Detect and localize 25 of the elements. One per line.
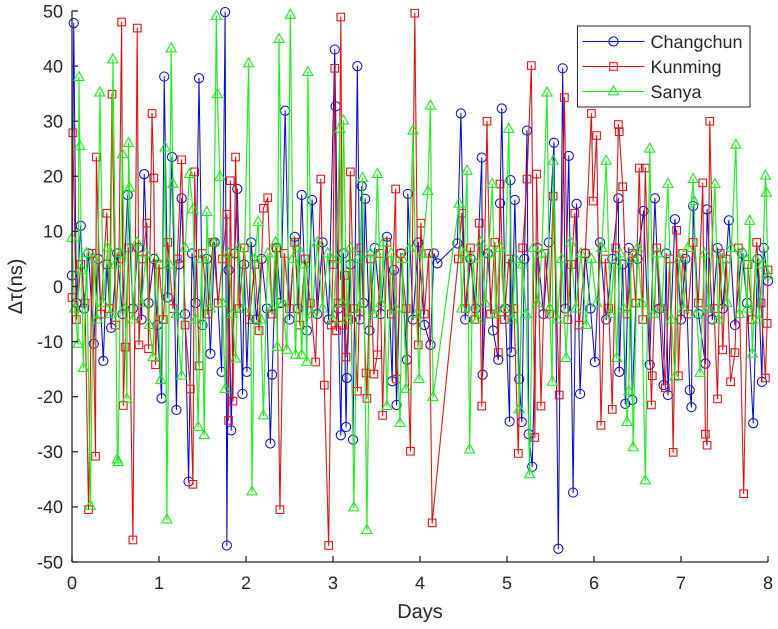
x-tick-label: 1 <box>154 573 164 593</box>
x-tick-label: 8 <box>762 573 774 593</box>
x-axis-title: Days <box>397 601 443 623</box>
y-tick-label: -10 <box>36 332 63 352</box>
y-tick-label: -40 <box>36 497 63 518</box>
x-tick-label: 5 <box>502 573 512 593</box>
x-tick-label: 2 <box>240 573 252 593</box>
x-tick-label: 4 <box>414 573 426 593</box>
legend-label: Sanya <box>650 82 702 102</box>
x-tick-label: 6 <box>588 573 600 593</box>
y-tick-label: 0 <box>52 276 63 297</box>
y-tick-label: 20 <box>42 166 63 187</box>
y-tick-label: 10 <box>42 222 63 242</box>
y-tick-label: 30 <box>42 112 63 132</box>
legend-label: Changchun <box>650 32 743 52</box>
x-tick-label: 0 <box>66 573 78 593</box>
y-tick-label: -50 <box>36 552 63 572</box>
legend-label: Kunming <box>650 56 722 77</box>
y-tick-label: -30 <box>36 442 63 462</box>
x-tick-label: 7 <box>676 573 686 593</box>
y-axis-title: Δτ(ns) <box>5 258 27 314</box>
y-tick-label: 40 <box>42 56 63 76</box>
y-tick-label: 50 <box>42 1 63 22</box>
y-tick-label: -20 <box>36 387 63 407</box>
x-tick-label: 3 <box>328 573 338 593</box>
